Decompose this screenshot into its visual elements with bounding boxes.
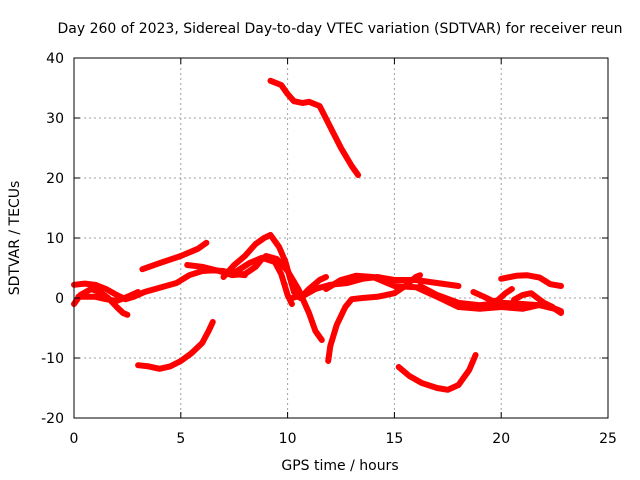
y-tick-label: 10 (46, 231, 64, 247)
x-tick-label: 5 (176, 431, 185, 447)
series-arc-13 (135, 319, 216, 372)
chart-title: Day 260 of 2023, Sidereal Day-to-day VTE… (57, 21, 622, 37)
x-tick-label: 10 (279, 431, 297, 447)
series-arc-14 (395, 352, 479, 393)
x-axis-label: GPS time / hours (281, 458, 398, 474)
series-arc-10 (325, 272, 423, 364)
series-arc-7 (231, 254, 295, 307)
series-arc-17 (511, 290, 556, 310)
y-axis-label: SDTVAR / TECUs (7, 181, 23, 296)
y-tick-label: 0 (55, 291, 64, 307)
series-arc-15 (470, 286, 515, 304)
axis-ticks: 0 5 10 15 20 25 -20 -10 0 10 20 30 40 (41, 51, 617, 447)
x-tick-label: 20 (492, 431, 510, 447)
x-tick-label: 15 (385, 431, 403, 447)
series-arc-4 (139, 239, 210, 273)
y-tick-label: 30 (46, 111, 64, 127)
data-series (71, 77, 564, 393)
x-tick-label: 25 (599, 431, 617, 447)
grid-lines (74, 58, 608, 418)
y-tick-label: 40 (46, 51, 64, 67)
x-tick-label: 0 (70, 431, 79, 447)
series-arc-8 (267, 77, 362, 178)
y-tick-label: 20 (46, 171, 64, 187)
series-arc-3 (75, 289, 142, 304)
y-tick-label: -10 (41, 351, 64, 367)
series-arc-16 (498, 272, 564, 289)
y-tick-label: -20 (41, 411, 64, 427)
